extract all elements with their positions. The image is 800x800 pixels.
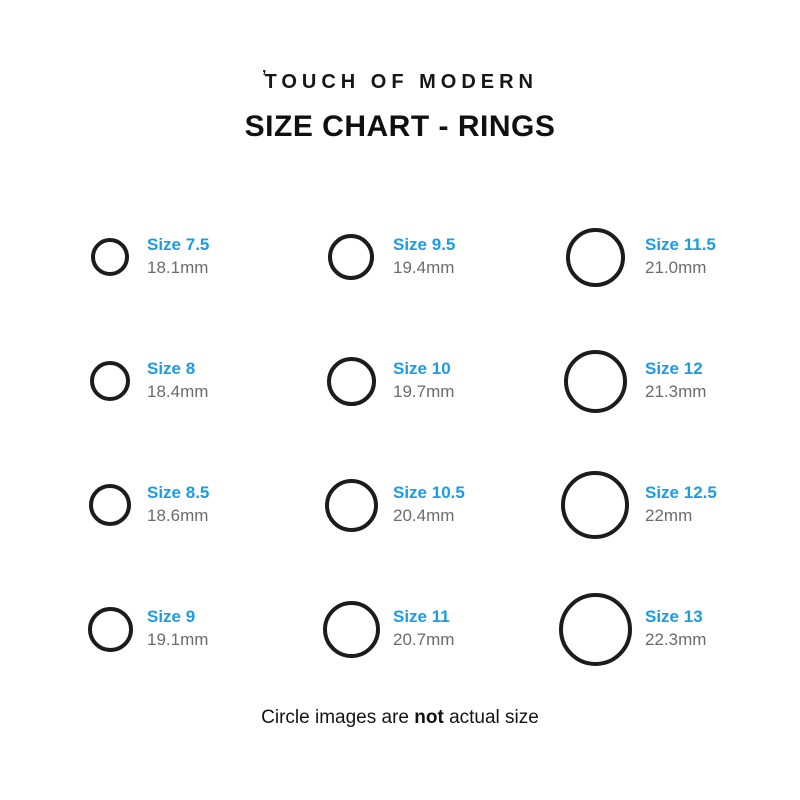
page-title: SIZE CHART - RINGS <box>244 110 556 143</box>
ring-size-label: Size 12 <box>645 359 703 379</box>
ring-text-block: Size 10 19.7mm <box>393 358 454 404</box>
ring-diameter-label: 19.1mm <box>147 630 209 649</box>
ring-text-block: Size 13 22.3mm <box>645 606 706 652</box>
ring-circle-box <box>557 471 633 539</box>
ring-diameter-label: 18.4mm <box>147 382 209 401</box>
ring-size-item: Size 10.5 20.4mm <box>321 443 557 567</box>
ring-circle-icon <box>565 227 625 287</box>
brand-logo-text: TOUCH OF MODERN <box>264 71 538 93</box>
ring-diameter-label: 22.3mm <box>645 630 707 649</box>
brand-logo: ʼTOUCH OF MODERN <box>0 68 800 94</box>
footer-text-prefix: Circle images are <box>261 707 415 728</box>
ring-circle-box <box>321 600 381 658</box>
ring-text-block: Size 11.5 21.0mm <box>645 234 716 280</box>
ring-size-item: Size 11 20.7mm <box>321 567 557 691</box>
ring-text-block: Size 9 19.1mm <box>147 606 208 652</box>
header: ʼTOUCH OF MODERN SIZE CHART - RINGS <box>0 68 800 144</box>
ring-diameter-label: 20.7mm <box>393 630 455 649</box>
ring-size-item: Size 9 19.1mm <box>85 567 321 691</box>
ring-text-block: Size 10.5 20.4mm <box>393 482 465 528</box>
ring-size-label: Size 8 <box>147 359 196 379</box>
ring-size-item: Size 10 19.7mm <box>321 319 557 443</box>
ring-size-item: Size 13 22.3mm <box>557 567 793 691</box>
ring-circle-box <box>557 227 633 287</box>
ring-size-item: Size 9.5 19.4mm <box>321 195 557 319</box>
ring-size-item: Size 11.5 21.0mm <box>557 195 793 319</box>
ring-circle-icon <box>328 234 374 280</box>
ring-size-label: Size 9.5 <box>393 235 456 255</box>
ring-circle-icon <box>322 600 380 658</box>
ring-size-item: Size 8 18.4mm <box>85 319 321 443</box>
ring-diameter-label: 19.4mm <box>393 258 455 277</box>
ring-text-block: Size 8.5 18.6mm <box>147 482 209 528</box>
ring-diameter-label: 21.0mm <box>645 258 707 277</box>
ring-size-label: Size 9 <box>147 607 196 627</box>
ring-circle-box <box>85 484 135 526</box>
ring-text-block: Size 9.5 19.4mm <box>393 234 455 280</box>
ring-size-label: Size 8.5 <box>147 483 210 503</box>
ring-circle-icon <box>324 478 378 532</box>
ring-diameter-label: 21.3mm <box>645 382 707 401</box>
ring-size-label: Size 10 <box>393 359 451 379</box>
ring-size-label: Size 13 <box>645 607 703 627</box>
ring-circle-icon <box>91 238 129 276</box>
ring-diameter-label: 18.6mm <box>147 506 209 525</box>
ring-circle-icon <box>90 361 130 401</box>
footer-text-bold: not <box>414 707 444 728</box>
ring-text-block: Size 7.5 18.1mm <box>147 234 209 280</box>
ring-size-item: Size 12.5 22mm <box>557 443 793 567</box>
ring-text-block: Size 12 21.3mm <box>645 358 706 404</box>
ring-diameter-label: 20.4mm <box>393 506 455 525</box>
ring-circle-icon <box>558 592 632 666</box>
footer-disclaimer: Circle images are not actual size <box>0 707 800 729</box>
ring-circle-box <box>557 349 633 413</box>
ring-size-item: Size 8.5 18.6mm <box>85 443 321 567</box>
ring-circle-icon <box>561 471 629 539</box>
ring-diameter-label: 18.1mm <box>147 258 209 277</box>
logo-tick-icon: ʼ <box>262 68 267 85</box>
ring-text-block: Size 11 20.7mm <box>393 606 454 652</box>
ring-circle-box <box>321 478 381 532</box>
ring-size-label: Size 12.5 <box>645 483 717 503</box>
ring-circle-icon <box>89 484 131 526</box>
ring-size-label: Size 10.5 <box>393 483 465 503</box>
ring-diameter-label: 22mm <box>645 506 693 525</box>
ring-circle-box <box>557 592 633 666</box>
ring-diameter-label: 19.7mm <box>393 382 455 401</box>
ring-size-label: Size 11.5 <box>645 235 716 255</box>
ring-size-label: Size 7.5 <box>147 235 210 255</box>
ring-circle-box <box>85 606 135 652</box>
ring-size-grid: Size 7.5 18.1mm Size 8 18.4mm Size 8.5 18.6mm… <box>85 195 793 691</box>
ring-size-item: Size 7.5 18.1mm <box>85 195 321 319</box>
ring-circle-icon <box>326 356 376 406</box>
ring-circle-icon <box>87 606 133 652</box>
ring-text-block: Size 12.5 22mm <box>645 482 717 528</box>
ring-size-label: Size 11 <box>393 607 450 627</box>
footer-text-suffix: actual size <box>443 707 539 728</box>
ring-circle-icon <box>563 349 627 413</box>
ring-circle-box <box>321 234 381 280</box>
ring-size-item: Size 12 21.3mm <box>557 319 793 443</box>
ring-circle-box <box>321 356 381 406</box>
ring-circle-box <box>85 238 135 276</box>
ring-circle-box <box>85 361 135 401</box>
ring-text-block: Size 8 18.4mm <box>147 358 208 404</box>
